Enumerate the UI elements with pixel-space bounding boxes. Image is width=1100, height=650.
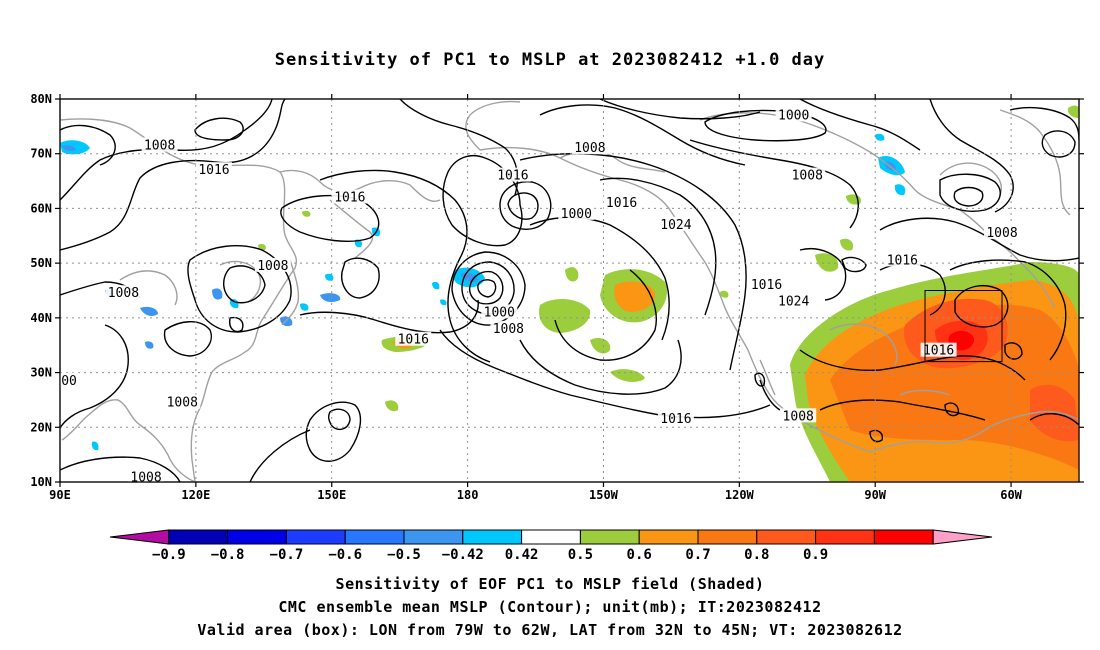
contour-label: 1000 xyxy=(561,207,592,222)
colorbar-swatch xyxy=(932,529,993,545)
contour-label: 1016 xyxy=(751,278,782,293)
contour-label: 1008 xyxy=(167,396,198,411)
contour-label: 1008 xyxy=(574,141,605,156)
colorbar-swatch xyxy=(521,529,581,545)
lon-tick-label: 90W xyxy=(864,488,886,502)
lon-tick-label: 180 xyxy=(457,488,479,502)
contour-label: 1008 xyxy=(783,409,814,424)
coastlines xyxy=(60,100,1079,482)
colorbar-swatch xyxy=(579,529,640,545)
colorbar-swatch xyxy=(285,529,346,545)
colorbar-swatch xyxy=(109,529,170,545)
contour-label: 1016 xyxy=(497,169,528,184)
colorbar-label: −0.9 xyxy=(152,547,186,563)
colorbar-swatch xyxy=(873,529,934,545)
contour-label: 1016 xyxy=(923,344,954,359)
contour-label: 1016 xyxy=(334,190,365,205)
mslp-contours xyxy=(60,99,1079,482)
colorbar-swatch xyxy=(697,529,758,545)
lat-tick-label: 50N xyxy=(30,256,52,270)
contour-labels: 1008 1016 1008 1008 1016 1016 1016 1008 1000 1000… xyxy=(60,107,1021,486)
map-title: Sensitivity of PC1 to MSLP at 2023082412… xyxy=(274,50,826,70)
contour-label: 1016 xyxy=(398,333,429,348)
colorbar-label: 0.8 xyxy=(744,547,769,563)
contour-label: 1008 xyxy=(493,322,524,337)
graticule xyxy=(60,99,1079,482)
contour-label: 1008 xyxy=(792,169,823,184)
colorbar-swatch xyxy=(815,529,875,545)
contour-label: 00 xyxy=(61,374,77,389)
lon-tick-label: 150E xyxy=(317,488,346,502)
contour-label: 1016 xyxy=(660,412,691,427)
colorbar-label: −0.8 xyxy=(211,547,245,563)
colorbar-label: −0.42 xyxy=(442,547,484,563)
lon-tick-label: 120W xyxy=(725,488,755,502)
colorbar-swatch xyxy=(403,529,464,545)
colorbar-label: 0.6 xyxy=(627,547,652,563)
colorbar-swatch xyxy=(756,529,817,545)
lon-tick-label: 120E xyxy=(181,488,210,502)
colorbar-label: 0.9 xyxy=(803,547,828,563)
contour-label: 1008 xyxy=(257,259,288,274)
lat-tick-label: 20N xyxy=(30,420,52,434)
lon-tick-label: 90E xyxy=(49,488,71,502)
colorbar-label: 0.42 xyxy=(505,547,539,563)
contour-label: 1016 xyxy=(198,163,229,178)
latitude-ticks: 80N 70N 60N 50N 40N 30N 20N 10N xyxy=(30,92,1084,489)
colorbar-swatch xyxy=(638,529,699,545)
lat-tick-label: 80N xyxy=(30,92,52,106)
lat-tick-label: 70N xyxy=(30,147,52,161)
lon-tick-label: 60W xyxy=(1000,488,1022,502)
colorbar-label: −0.7 xyxy=(270,547,304,563)
colorbar-label: 0.5 xyxy=(568,547,593,563)
colorbar-swatch xyxy=(462,529,523,545)
contour-label: 1016 xyxy=(887,253,918,268)
contour-label: 1000 xyxy=(778,108,809,123)
contour-label: 1000 xyxy=(484,305,515,320)
colorbar-swatch xyxy=(344,529,405,545)
caption-contour: CMC ensemble mean MSLP (Contour); unit(m… xyxy=(278,598,822,616)
contour-label: 1008 xyxy=(986,226,1017,241)
lat-tick-label: 10N xyxy=(30,475,52,489)
contour-label: 1024 xyxy=(660,218,691,233)
caption-shaded: Sensitivity of EOF PC1 to MSLP field (Sh… xyxy=(335,575,765,593)
contour-label: 1008 xyxy=(108,286,139,301)
colorbar: −0.9 −0.8 −0.7 −0.6 −0.5 −0.42 0.42 0.5 0.6 0.7 0.… xyxy=(109,529,993,563)
colorbar-swatch xyxy=(227,529,287,545)
contour-label: 1024 xyxy=(778,294,809,309)
lat-tick-label: 30N xyxy=(30,366,52,380)
contour-label: 1008 xyxy=(144,139,175,154)
valid-area-box xyxy=(924,290,1003,363)
colorbar-swatch xyxy=(168,529,229,545)
contour-label: 1008 xyxy=(130,471,161,486)
lat-tick-label: 40N xyxy=(30,311,52,325)
caption-valid-area: Valid area (box): LON from 79W to 62W, L… xyxy=(197,621,903,639)
contour-label: 1016 xyxy=(606,196,637,211)
lat-tick-label: 60N xyxy=(30,201,52,215)
colorbar-label: 0.7 xyxy=(685,547,710,563)
longitude-ticks: 90E 120E 150E 180 150W 120W 90W 60W xyxy=(49,94,1023,502)
lon-tick-label: 150W xyxy=(589,488,619,502)
colorbar-label: −0.6 xyxy=(328,547,362,563)
colorbar-label: −0.5 xyxy=(387,547,421,563)
